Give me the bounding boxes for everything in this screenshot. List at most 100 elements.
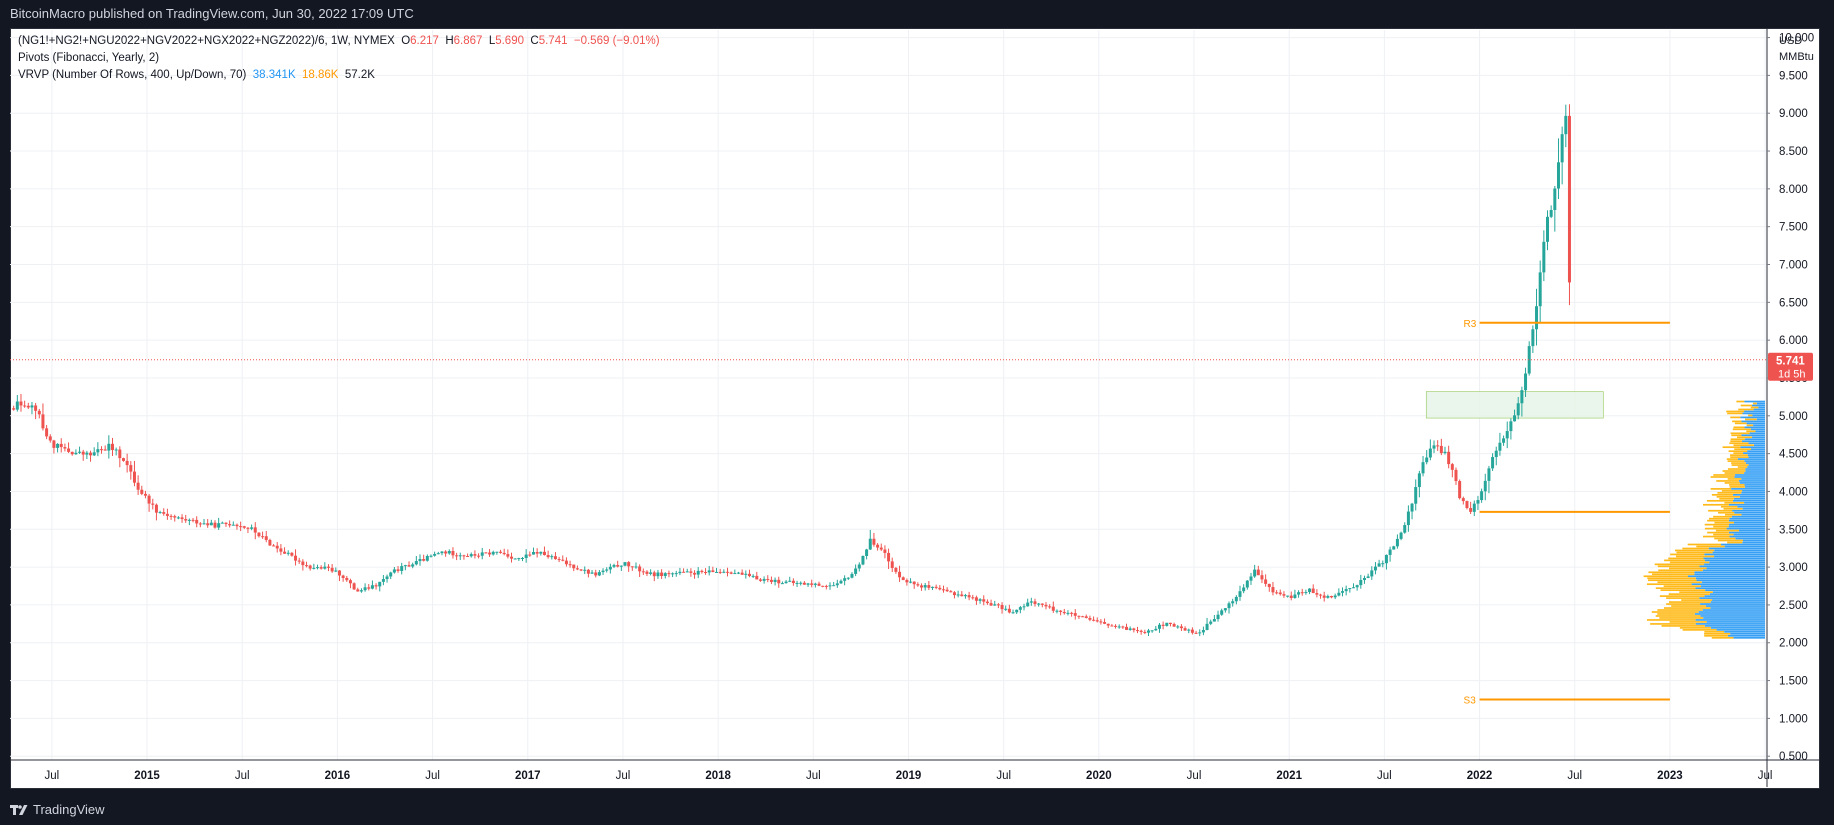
candle-body	[601, 570, 605, 573]
candle-body	[1524, 373, 1528, 391]
volume-profile-down-bar	[1730, 416, 1741, 419]
volume-profile-down-bar	[1659, 617, 1704, 619]
volume-profile-down-bar	[1729, 484, 1745, 486]
candle-body	[1399, 532, 1403, 539]
candle-body	[887, 552, 891, 562]
high-value: 6.867	[453, 35, 483, 47]
candle-body	[1198, 632, 1202, 634]
candle-body	[48, 436, 52, 441]
candle-body	[788, 580, 792, 582]
volume-profile-up-bar	[1729, 535, 1765, 538]
candle-body	[916, 584, 920, 586]
candle-body	[506, 554, 510, 557]
candle-body	[1513, 415, 1517, 422]
candle-body	[19, 401, 23, 406]
candle-body	[1527, 346, 1531, 374]
candle-body	[656, 572, 660, 577]
candle-body	[586, 569, 590, 574]
candle-body	[1077, 615, 1081, 617]
candle-body	[250, 527, 254, 529]
volume-profile-down-bar	[1750, 406, 1759, 409]
candle-body	[1293, 594, 1297, 598]
candle-body	[103, 449, 107, 451]
candle-body	[1461, 498, 1465, 502]
y-tick-label: 6.000	[1779, 335, 1808, 347]
pivots-legend-row[interactable]: Pivots (Fibonacci, Yearly, 2)	[18, 50, 660, 67]
volume-profile-up-bar	[1701, 581, 1765, 584]
candle-body	[1498, 442, 1502, 451]
y-tick-label: 2.500	[1779, 600, 1808, 612]
volume-profile-down-bar	[1682, 547, 1709, 550]
volume-profile-down-bar	[1671, 605, 1706, 607]
volume-profile-down-bar	[1720, 505, 1738, 508]
candle-body	[184, 519, 188, 521]
candle-body	[209, 522, 213, 526]
volume-profile-down-bar	[1724, 472, 1745, 474]
candle-body	[1406, 511, 1410, 526]
candle-body	[982, 599, 986, 602]
volume-profile-down-bar	[1719, 497, 1734, 500]
candle-body	[1007, 608, 1011, 613]
candle-body	[521, 557, 525, 559]
candle-body	[1179, 626, 1183, 629]
candle-body	[630, 566, 634, 568]
candle-body	[1308, 588, 1312, 593]
volume-profile-down-bar	[1664, 559, 1705, 562]
volume-profile-down-bar	[1679, 627, 1711, 629]
volume-profile-down-bar	[1731, 464, 1749, 466]
candle-body	[963, 595, 967, 597]
volume-profile-down-bar	[1702, 503, 1729, 506]
candle-body	[1088, 618, 1092, 620]
y-tick-label: 5.000	[1779, 411, 1808, 423]
candle-body	[235, 524, 239, 527]
volume-profile-up-bar	[1741, 478, 1765, 480]
candle-body	[1410, 503, 1414, 512]
symbol-label[interactable]: (NG1!+NG2!+NGU2022+NGV2022+NGX2022+NGZ20…	[18, 35, 395, 47]
volume-profile-down-bar	[1648, 571, 1695, 574]
tradingview-logo[interactable]: TradingView	[10, 798, 105, 822]
vrvp-legend-row[interactable]: VRVP (Number Of Rows, 400, Up/Down, 70) …	[18, 67, 660, 84]
candle-body	[616, 565, 620, 567]
candle-body	[206, 523, 210, 526]
volume-profile-up-bar	[1744, 400, 1765, 403]
candle-body	[491, 551, 495, 555]
volume-profile-up-bar	[1741, 440, 1765, 443]
candle-body	[1487, 468, 1491, 481]
candle-body	[1447, 451, 1451, 465]
candle-body	[1040, 603, 1044, 605]
volume-profile-down-bar	[1696, 545, 1725, 548]
candle-body	[488, 552, 492, 555]
volume-profile-down-bar	[1682, 629, 1717, 631]
candle-body	[1125, 626, 1129, 630]
candle-body	[451, 551, 455, 556]
candle-body	[993, 604, 997, 606]
candle-body	[378, 581, 382, 587]
change-value: −0.569 (−9.01%)	[573, 35, 660, 47]
candle-body	[1509, 421, 1513, 432]
candle-body	[682, 571, 686, 573]
volume-profile-down-bar	[1655, 587, 1696, 590]
volume-profile-up-bar	[1744, 501, 1765, 504]
volume-profile-up-bar	[1727, 634, 1765, 637]
candle-body	[231, 524, 235, 526]
volume-profile-down-bar	[1740, 404, 1752, 407]
volume-profile-down-bar	[1669, 601, 1711, 603]
candle-body	[52, 440, 56, 448]
volume-profile-down-bar	[1652, 573, 1695, 576]
volume-profile-up-bar	[1728, 503, 1765, 506]
volume-profile-down-bar	[1709, 517, 1730, 520]
candle-body	[1070, 612, 1074, 614]
candle-body	[693, 572, 697, 575]
volume-profile-down-bar	[1716, 495, 1740, 498]
last-price-badge	[1768, 352, 1813, 381]
candle-body	[1187, 629, 1191, 631]
candle-body	[978, 599, 982, 601]
candle-body	[1015, 609, 1019, 613]
candle-body	[1176, 626, 1180, 628]
candle-body	[861, 555, 865, 565]
volume-profile-up-bar	[1710, 607, 1765, 609]
volume-profile-down-bar	[1707, 531, 1729, 534]
candle-body	[34, 405, 38, 411]
candle-body	[575, 568, 579, 570]
